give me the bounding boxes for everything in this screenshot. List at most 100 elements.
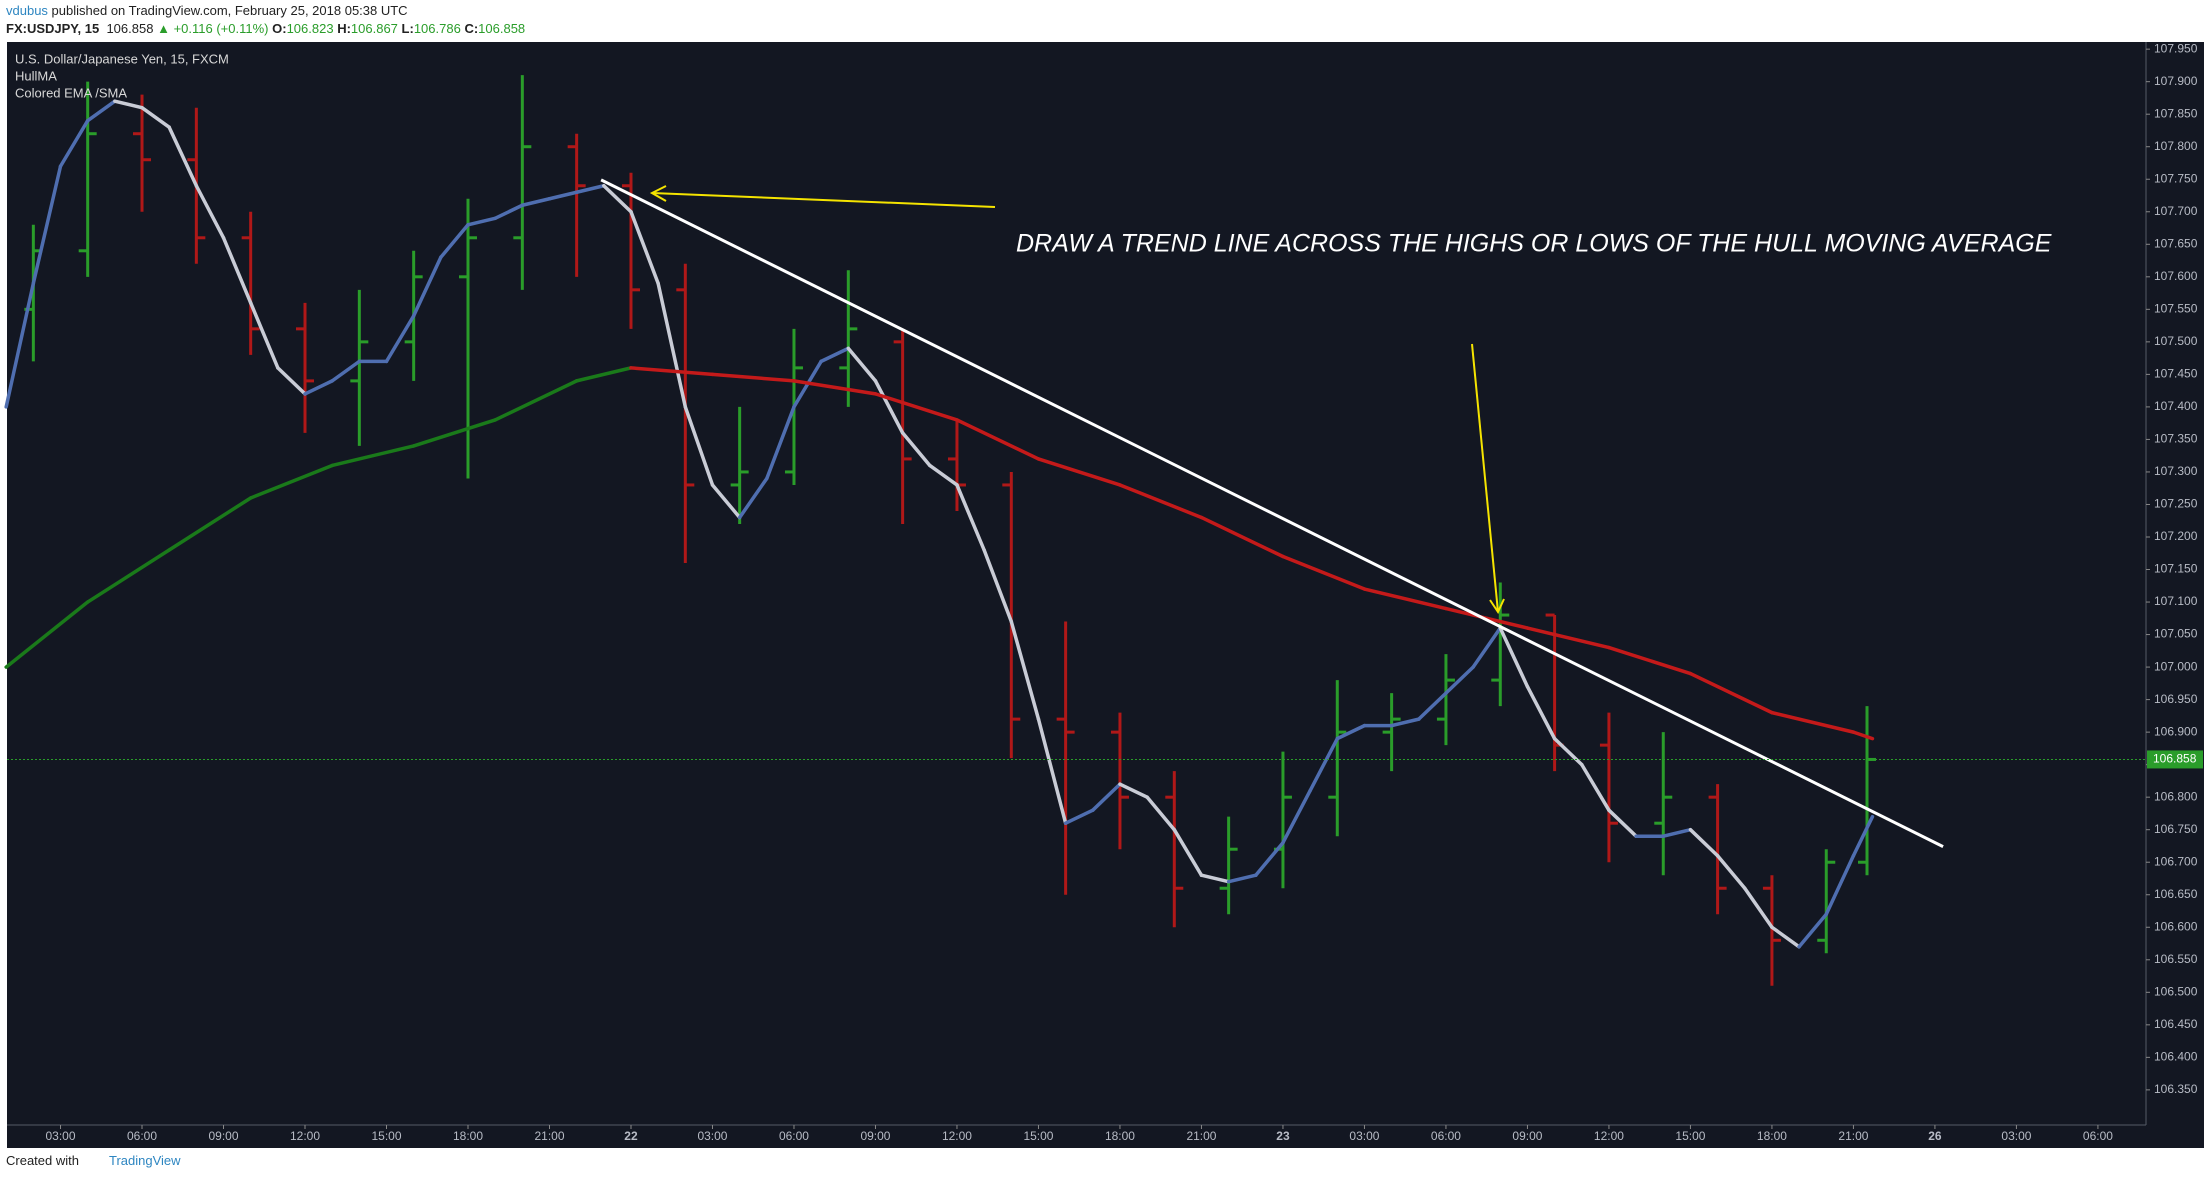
ma-segment bbox=[955, 418, 1041, 461]
high: 106.867 bbox=[350, 21, 398, 36]
y-tick-label: 107.550 bbox=[2154, 302, 2198, 316]
x-tick-label: 09:00 bbox=[208, 1129, 238, 1143]
ma-segment bbox=[1009, 619, 1041, 721]
ma-segment bbox=[1824, 853, 1856, 917]
change: +0.116 (+0.11%) bbox=[173, 21, 269, 36]
publish-text: published on TradingView.com, February 2… bbox=[51, 3, 408, 18]
ma-segment bbox=[1770, 710, 1856, 734]
ma-segment bbox=[1308, 736, 1340, 793]
ma-segment bbox=[248, 301, 280, 370]
y-tick-label: 107.950 bbox=[2154, 41, 2198, 55]
x-tick-label: 06:00 bbox=[127, 1129, 157, 1143]
ma-segment bbox=[1770, 925, 1801, 949]
close-label: C: bbox=[464, 21, 479, 36]
ma-segment bbox=[1552, 736, 1584, 767]
ma-segment bbox=[1471, 626, 1503, 669]
ma-segment bbox=[4, 281, 36, 409]
ma-segment bbox=[303, 379, 334, 396]
ma-segment bbox=[683, 405, 715, 487]
ma-segment bbox=[1362, 587, 1448, 611]
x-tick-label: 22 bbox=[624, 1129, 638, 1143]
y-tick-label: 106.700 bbox=[2154, 854, 2198, 868]
y-tick-label: 107.350 bbox=[2154, 432, 2198, 446]
y-tick-label: 107.850 bbox=[2154, 106, 2198, 120]
x-tick-label: 15:00 bbox=[1675, 1129, 1705, 1143]
ma-segment bbox=[1851, 730, 1875, 741]
ma-segment bbox=[819, 346, 851, 364]
ma-segment bbox=[1661, 827, 1693, 838]
ma-segment bbox=[982, 548, 1014, 624]
ma-segment bbox=[1851, 814, 1875, 858]
ma-segment bbox=[520, 197, 552, 208]
x-tick-label: 09:00 bbox=[860, 1129, 890, 1143]
ma-segment bbox=[737, 476, 769, 520]
y-tick-label: 107.450 bbox=[2154, 367, 2198, 381]
chart-title: U.S. Dollar/Japanese Yen, 15, FXCM bbox=[15, 51, 229, 66]
ma-segment bbox=[411, 418, 497, 448]
y-tick-label: 106.750 bbox=[2154, 822, 2198, 836]
arrow-head bbox=[1489, 598, 1505, 615]
ma-segment bbox=[31, 164, 63, 286]
ma-segment bbox=[602, 183, 633, 214]
x-tick-label: 26 bbox=[1928, 1129, 1942, 1143]
x-tick-label: 18:00 bbox=[1105, 1129, 1135, 1143]
x-tick-label: 23 bbox=[1276, 1129, 1290, 1143]
plot bbox=[4, 75, 2146, 986]
ma-segment bbox=[1607, 808, 1638, 838]
y-tick-label: 107.050 bbox=[2154, 627, 2198, 641]
y-tick-label: 107.750 bbox=[2154, 171, 2198, 185]
x-tick-label: 21:00 bbox=[534, 1129, 564, 1143]
x-tick-label: 21:00 bbox=[1186, 1129, 1216, 1143]
low-label: L: bbox=[401, 21, 414, 36]
arrow bbox=[651, 192, 996, 208]
ma-segment bbox=[873, 392, 959, 422]
ma-segment bbox=[1417, 691, 1448, 721]
quote-line: FX:USDJPY, 15 106.858 ▲ +0.116 (+0.11%) … bbox=[6, 20, 525, 38]
ma-segment bbox=[493, 379, 579, 422]
chart: U.S. Dollar/Japanese Yen, 15, FXCM HullM… bbox=[4, 41, 2204, 1148]
y-tick-label: 106.600 bbox=[2154, 919, 2198, 933]
last-price-label: 106.858 bbox=[2153, 752, 2197, 766]
ma-segment bbox=[1335, 723, 1367, 741]
y-tick-label: 106.650 bbox=[2154, 887, 2198, 901]
ma-segment bbox=[547, 190, 579, 201]
header: vdubus published on TradingView.com, Feb… bbox=[6, 2, 525, 38]
ma-segment bbox=[1715, 853, 1747, 890]
ma-segment bbox=[574, 366, 633, 383]
y-tick-label: 107.150 bbox=[2154, 562, 2198, 576]
ma-segment bbox=[1797, 912, 1829, 949]
ma-segment bbox=[1525, 684, 1557, 741]
user[interactable]: vdubus bbox=[6, 3, 48, 18]
ma-segment bbox=[221, 236, 253, 305]
ma-segment bbox=[85, 548, 171, 604]
last: 106.858 bbox=[106, 21, 154, 36]
arrow bbox=[1471, 343, 1499, 613]
y-tick-label: 106.550 bbox=[2154, 952, 2198, 966]
y-tick-label: 107.500 bbox=[2154, 334, 2198, 348]
ma-segment bbox=[194, 183, 226, 240]
publish-line: vdubus published on TradingView.com, Feb… bbox=[6, 2, 525, 20]
ma-segment bbox=[1145, 795, 1177, 832]
brand[interactable]: TradingView bbox=[108, 1153, 181, 1168]
ma-segment bbox=[656, 281, 688, 409]
ma-segment bbox=[248, 463, 334, 500]
y-tick-label: 107.400 bbox=[2154, 399, 2198, 413]
ma-segment bbox=[1226, 873, 1258, 884]
ma-segment bbox=[928, 463, 959, 487]
legend-entry: Colored EMA /SMA bbox=[15, 85, 127, 100]
ma-segment bbox=[1036, 717, 1068, 825]
ma-segment bbox=[1199, 515, 1285, 559]
y-tick-label: 107.650 bbox=[2154, 236, 2198, 250]
y-tick-label: 107.800 bbox=[2154, 139, 2198, 153]
y-tick-label: 106.400 bbox=[2154, 1050, 2198, 1064]
ma-segment bbox=[710, 483, 742, 520]
ma-segment bbox=[900, 431, 932, 468]
up-arrow: ▲ bbox=[157, 21, 170, 36]
x-tick-label: 06:00 bbox=[1431, 1129, 1461, 1143]
annotation: DRAW A TREND LINE ACROSS THE HIGHS OR LO… bbox=[1016, 230, 2052, 258]
ma-segment bbox=[629, 366, 715, 377]
ma-segment bbox=[1281, 788, 1312, 845]
ma-segment bbox=[167, 125, 199, 188]
ma-segment bbox=[1254, 840, 1285, 877]
ma-segment bbox=[710, 372, 796, 383]
